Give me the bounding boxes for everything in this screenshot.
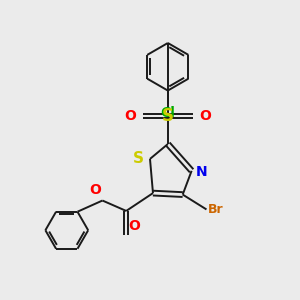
Text: S: S: [162, 107, 174, 125]
Text: O: O: [124, 109, 136, 123]
Text: O: O: [129, 219, 140, 233]
Text: S: S: [133, 151, 143, 166]
Text: Cl: Cl: [160, 106, 175, 120]
Text: O: O: [89, 183, 101, 197]
Text: O: O: [200, 109, 211, 123]
Text: Br: Br: [208, 203, 224, 216]
Text: N: N: [196, 165, 208, 179]
